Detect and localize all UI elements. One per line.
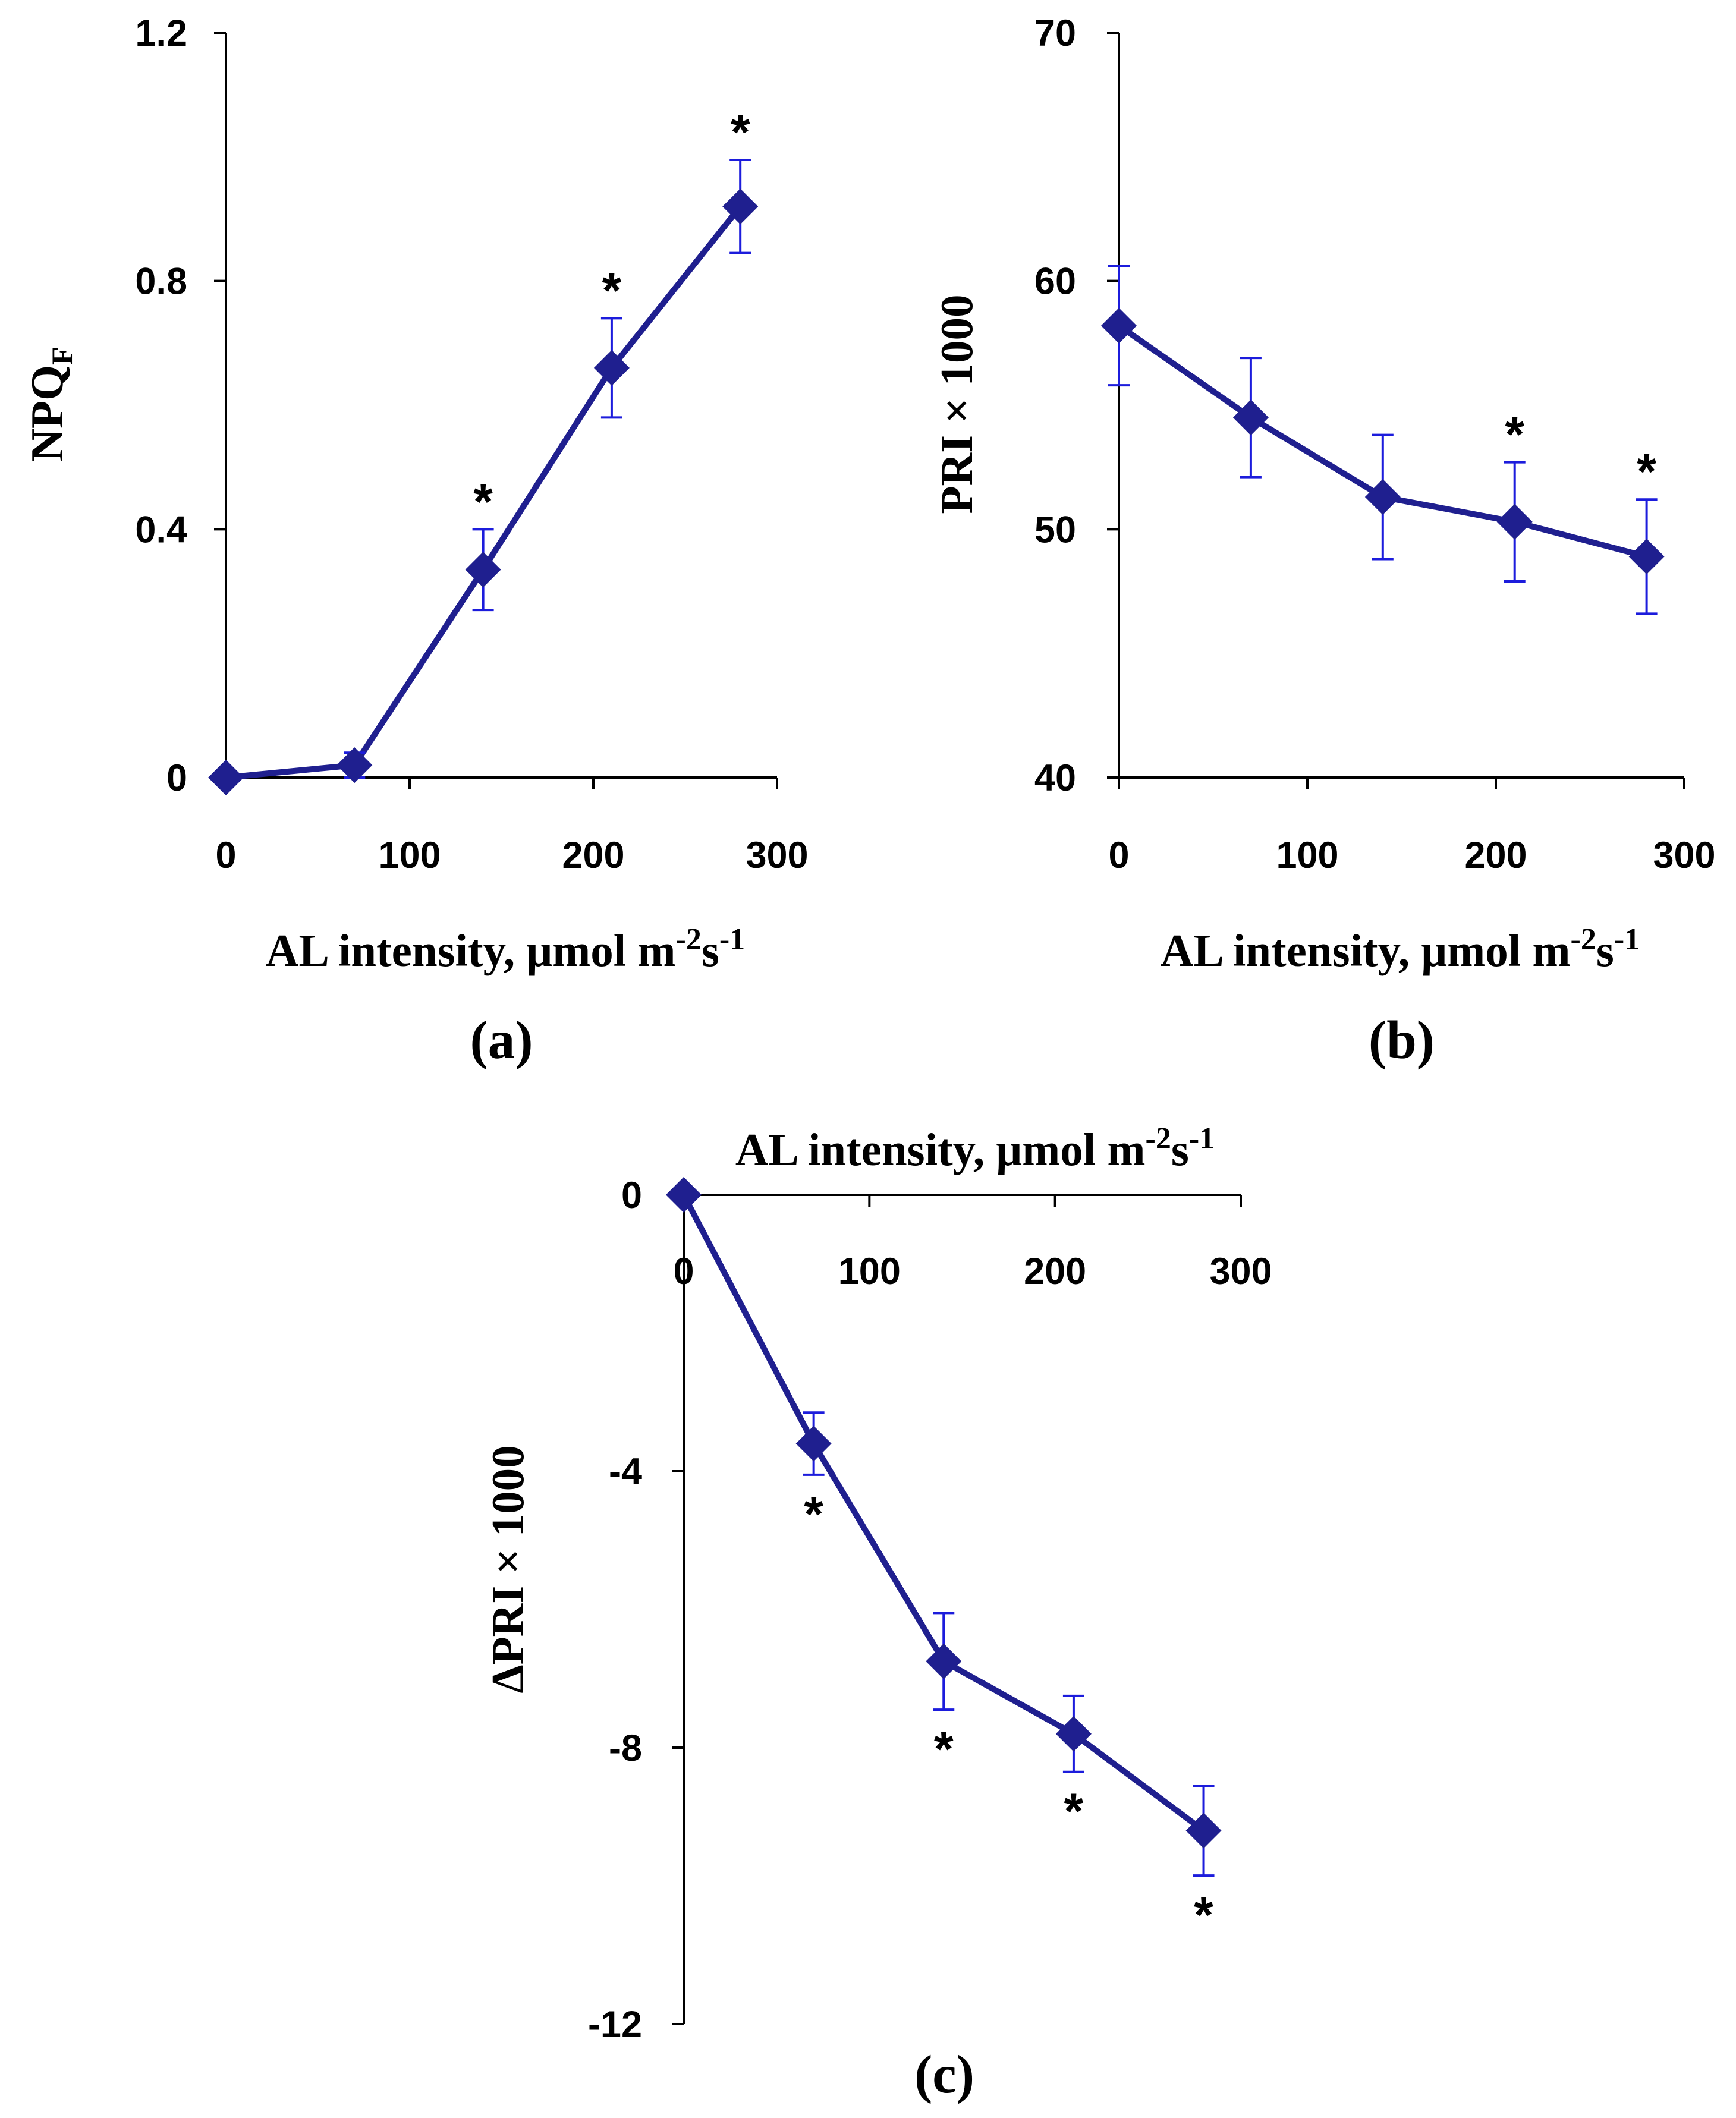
x-axis-label-mid: s	[1171, 1124, 1189, 1175]
x-tick-label: 0	[215, 835, 236, 876]
x-tick-label: 0	[1108, 835, 1129, 876]
significance-asterisk: *	[731, 104, 750, 160]
x-axis-label-sup: -1	[1189, 1122, 1215, 1156]
x-tick-label: 100	[378, 835, 441, 876]
significance-asterisk: *	[1194, 1887, 1213, 1943]
significance-asterisk: *	[1064, 1783, 1084, 1839]
data-point-marker	[1364, 479, 1401, 515]
x-axis-label: AL intensity, μmol m-2s-1	[1161, 923, 1640, 976]
y-axis-label: PRI × 1000	[931, 295, 982, 514]
data-point-marker	[336, 747, 373, 783]
data-point-marker	[1055, 1716, 1092, 1752]
significance-asterisk: *	[934, 1721, 954, 1777]
y-tick-label: 1.2	[135, 12, 187, 54]
data-point-marker	[208, 760, 244, 795]
x-axis-label-sup: -2	[1571, 923, 1596, 956]
data-point-marker	[1496, 503, 1533, 540]
y-tick-label: -12	[588, 2004, 642, 2045]
significance-asterisk: *	[473, 473, 493, 529]
significance-asterisk: *	[1505, 407, 1524, 462]
data-point-marker	[1232, 399, 1269, 436]
x-axis-label-main: AL intensity, μmol m	[735, 1124, 1146, 1175]
data-point-marker	[1185, 1812, 1222, 1849]
y-tick-label: 0.4	[135, 509, 187, 550]
y-axis-label-main: ΔPRI × 1000	[482, 1445, 533, 1693]
x-axis-label-main: AL intensity, μmol m	[266, 925, 676, 976]
y-tick-label: 70	[1034, 12, 1076, 54]
y-tick-label: 60	[1034, 261, 1076, 303]
x-axis-label-main: AL intensity, μmol m	[1161, 925, 1571, 976]
x-axis-label-sup: -1	[1614, 923, 1640, 956]
panel-b: 40 50 60 70 0 100 200 300 AL intensity, μmol m-2…	[931, 12, 1716, 1070]
data-point-marker	[465, 552, 501, 588]
y-tick-label: 0.8	[135, 261, 187, 303]
y-tick-label: 0	[621, 1175, 642, 1216]
x-axis-label-mid: s	[702, 925, 719, 976]
y-tick-label: -8	[609, 1727, 642, 1769]
data-point-marker	[722, 188, 759, 225]
data-point-marker	[593, 350, 630, 386]
y-axis-label-main: NPQ	[21, 365, 73, 462]
x-tick-label: 300	[1209, 1251, 1272, 1292]
y-tick-label: 0	[166, 757, 187, 799]
x-tick-label: 200	[1464, 835, 1527, 876]
x-axis-label-mid: s	[1596, 925, 1614, 976]
y-tick-label: 40	[1034, 757, 1076, 799]
x-tick-label: 200	[1024, 1251, 1086, 1292]
x-tick-label: 300	[1653, 835, 1715, 876]
y-axis-label: ΔPRI × 1000	[482, 1445, 533, 1693]
y-axis-label: NPQF	[21, 347, 78, 461]
panel-label: (c)	[914, 2044, 974, 2104]
x-tick-label: 300	[746, 835, 808, 876]
x-axis-label-sup: -2	[1146, 1122, 1171, 1156]
panel-c: -12 -8 -4 00 100 200 300 AL intensity, μmol m-2…	[482, 1122, 1272, 2104]
significance-asterisk: *	[804, 1486, 823, 1542]
x-axis-label: AL intensity, μmol m-2s-1	[266, 923, 745, 976]
x-axis-label-sup: -2	[676, 923, 702, 956]
data-point-marker	[666, 1177, 702, 1213]
panel-label: (a)	[470, 1010, 533, 1070]
y-tick-label: -4	[609, 1451, 642, 1493]
y-axis-label-sub: F	[45, 347, 78, 365]
significance-asterisk: *	[1637, 443, 1656, 499]
data-point-marker	[1101, 307, 1137, 344]
x-tick-label: 100	[838, 1251, 901, 1292]
x-tick-label: 200	[562, 835, 624, 876]
panel-a: 0 0.4 0.8 1.2 0 100 200 300 AL intensity, μmol m…	[21, 12, 809, 1070]
significance-asterisk: *	[602, 262, 622, 318]
panel-label: (b)	[1369, 1010, 1435, 1070]
data-point-marker	[795, 1425, 832, 1462]
x-tick-label: 100	[1276, 835, 1338, 876]
x-tick-label: 0	[673, 1251, 694, 1292]
x-axis-label-sup: -1	[719, 923, 745, 956]
x-axis-label: AL intensity, μmol m-2s-1	[735, 1122, 1215, 1175]
data-point-marker	[1628, 539, 1665, 575]
data-point-marker	[926, 1643, 962, 1679]
y-axis-label-main: PRI × 1000	[931, 295, 982, 514]
y-tick-label: 50	[1034, 509, 1076, 550]
